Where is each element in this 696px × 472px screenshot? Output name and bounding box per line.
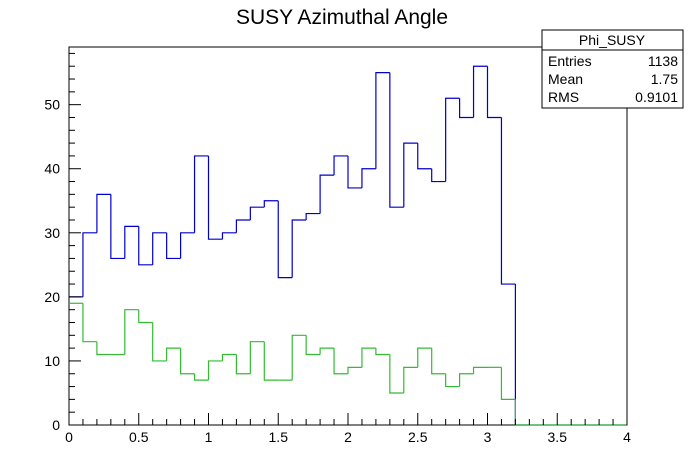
stats-mean-label: Mean	[548, 71, 583, 87]
y-tick-label: 0	[52, 417, 60, 433]
series-0-bin-2	[96, 193, 111, 233]
series-0-bin-8	[180, 232, 195, 259]
series-0-bin-6	[152, 232, 167, 265]
series-1-bin-20	[347, 366, 362, 374]
series-1-bin-16	[291, 334, 307, 381]
y-tick-label: 50	[44, 97, 60, 113]
series-0-bin-15	[277, 200, 293, 279]
series-0-bin-25	[417, 143, 432, 170]
series-0-bin-30	[486, 66, 502, 119]
series-0-bin-12	[235, 219, 251, 233]
x-tick-label: 1.5	[269, 429, 289, 445]
series-1-bin-19	[333, 348, 348, 375]
series-0-bin-19	[333, 155, 348, 176]
stats-rms-value: 0.9101	[635, 89, 678, 105]
x-tick-label: 4	[623, 429, 631, 445]
series-0-bin-23	[389, 72, 404, 208]
y-tick-label: 20	[44, 289, 60, 305]
stats-box: Phi_SUSY Entries 1138 Mean 1.75 RMS 0.91…	[541, 29, 684, 109]
series-1-bin-22	[375, 348, 390, 356]
series-1-bin-32	[514, 399, 530, 426]
x-tick-label: 0.5	[129, 429, 149, 445]
series-1-bin-29	[472, 366, 488, 374]
series-1-bin-24	[403, 366, 418, 393]
stats-mean-value: 1.75	[651, 71, 678, 87]
series-1-bin-17	[305, 335, 321, 356]
series-0-bin-7	[166, 232, 181, 260]
series-0-bin-13	[249, 206, 265, 220]
x-tick-label: 2	[344, 429, 352, 445]
series-0-bin-24	[403, 142, 418, 208]
stats-box-title: Phi_SUSY	[579, 32, 646, 48]
series-0-bin-28	[459, 98, 474, 119]
series-0-bin-21	[361, 168, 376, 188]
y-tick-label: 40	[44, 161, 60, 177]
series-1-bin-18	[319, 347, 335, 355]
series-0-bin-20	[347, 155, 362, 189]
x-tick-label: 3	[484, 429, 492, 445]
series-1-bin-5	[138, 309, 153, 324]
series-1-bin-21	[361, 347, 376, 368]
series-1-bin-31	[500, 367, 516, 400]
histogram-series-layer	[69, 65, 627, 426]
series-1-bin-9	[193, 373, 209, 381]
series-0-bin-18	[319, 174, 335, 214]
series-1-bin-13	[249, 341, 265, 374]
stats-entries-label: Entries	[548, 53, 592, 69]
series-1-bin-11	[221, 353, 237, 361]
series-0-bin-22	[375, 72, 390, 169]
series-0-bin-26	[431, 168, 446, 183]
series-0-bin-27	[445, 97, 460, 182]
series-0-bin-9	[193, 155, 209, 233]
y-tick-label: 30	[44, 225, 60, 241]
series-1-bin-1	[82, 303, 97, 343]
series-0-bin-11	[221, 232, 237, 240]
series-1-bin-27	[445, 373, 460, 388]
series-1-bin-4	[124, 309, 139, 355]
stats-entries-value: 1138	[648, 53, 678, 69]
series-1-bin-14	[263, 341, 279, 381]
series-0-bin-1	[82, 232, 97, 297]
series-1	[69, 302, 627, 426]
series-1-bin-12	[235, 354, 251, 375]
series-0-bin-29	[472, 65, 488, 118]
series-1-bin-8	[180, 348, 195, 375]
series-1-bin-7	[166, 347, 181, 361]
series-1-bin-28	[459, 373, 474, 387]
series-1-bin-6	[152, 322, 167, 362]
series-0-bin-4	[124, 225, 139, 259]
series-1-bin-2	[96, 341, 111, 356]
series-0-bin-17	[305, 212, 321, 220]
stats-box-frame	[541, 29, 684, 109]
series-1-bin-10	[207, 360, 223, 381]
x-tick-label: 0	[65, 429, 73, 445]
chart-title: SUSY Azimuthal Angle	[236, 6, 448, 29]
series-1-bin-23	[389, 354, 404, 394]
series-0-bin-16	[291, 219, 307, 278]
x-tick-label: 3.5	[548, 429, 568, 445]
series-0-bin-3	[110, 194, 125, 260]
stats-rms-label: RMS	[548, 89, 579, 105]
series-0-bin-31	[500, 117, 516, 285]
series-1-bin-26	[431, 348, 446, 375]
series-0-bin-5	[138, 226, 153, 266]
series-0-bin-32	[514, 284, 530, 426]
x-tick-label: 1	[205, 429, 213, 445]
x-tick-label: 2.5	[408, 429, 428, 445]
y-tick-label: 10	[44, 353, 60, 369]
series-0-bin-10	[207, 155, 223, 240]
series-0-bin-14	[263, 200, 279, 208]
series-1-bin-25	[417, 347, 432, 368]
